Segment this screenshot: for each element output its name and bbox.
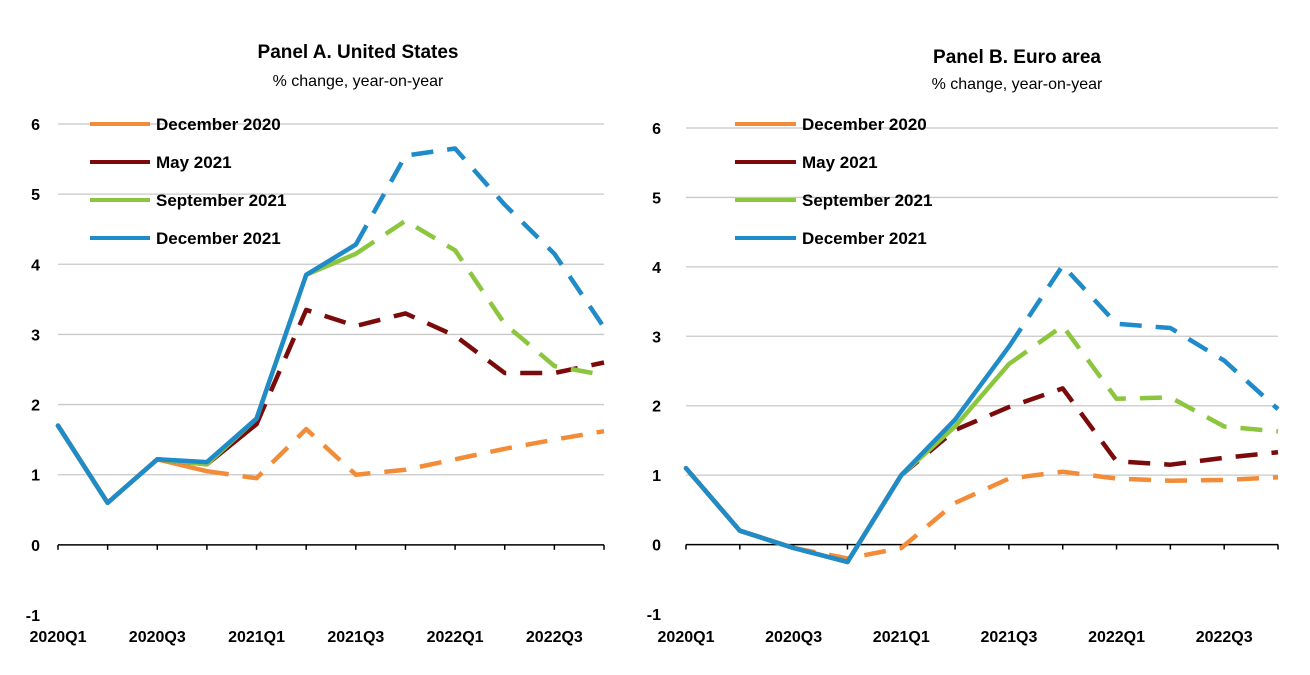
y-tick-label: 2 bbox=[652, 399, 661, 416]
x-tick-label: 2022Q1 bbox=[427, 629, 484, 646]
series-line-september-2021-projection bbox=[354, 218, 605, 378]
panel-title: Panel A. United States bbox=[258, 42, 459, 63]
x-tick-label: 2022Q1 bbox=[1088, 629, 1145, 646]
legend-label-september-2021: September 2021 bbox=[802, 191, 932, 210]
y-tick-label: 1 bbox=[652, 468, 661, 485]
legend-label-may-2021: May 2021 bbox=[802, 153, 878, 172]
series-line-may-2021-projection bbox=[899, 386, 1279, 477]
y-tick-label: 0 bbox=[31, 538, 40, 555]
series-line-december-2021-actual bbox=[683, 344, 1012, 565]
series-line-september-2021-actual bbox=[683, 361, 1012, 565]
series-line-may-2021-actual bbox=[55, 421, 259, 506]
y-tick-label: 6 bbox=[31, 117, 40, 134]
panel-euro-area: Panel B. Euro area % change, year-on-year… bbox=[647, 47, 1280, 646]
panel-title: Panel B. Euro area bbox=[933, 47, 1101, 68]
series-line-may-2021-projection bbox=[254, 307, 605, 426]
x-tick-label: 2020Q1 bbox=[30, 629, 87, 646]
series-line-september-2021-actual bbox=[55, 251, 359, 506]
x-tick-label: 2021Q3 bbox=[980, 629, 1037, 646]
x-tick-label: 2020Q1 bbox=[658, 629, 715, 646]
series-line-december-2021-projection bbox=[1007, 263, 1280, 411]
series-line-december-2020-projection bbox=[793, 469, 1279, 561]
y-tick-label: 4 bbox=[31, 257, 40, 274]
y-tick-label: 4 bbox=[652, 260, 661, 277]
x-tick-label: 2021Q3 bbox=[327, 629, 384, 646]
y-tick-label: 3 bbox=[31, 327, 40, 344]
panel-subtitle: % change, year-on-year bbox=[932, 76, 1103, 93]
y-tick-label: 5 bbox=[31, 187, 40, 204]
y-tick-label: 1 bbox=[31, 468, 40, 485]
legend-label-december-2021: December 2021 bbox=[156, 229, 281, 248]
legend-label-september-2021: September 2021 bbox=[156, 191, 286, 210]
legend-label-december-2021: December 2021 bbox=[802, 229, 927, 248]
y-tick-label: 3 bbox=[652, 329, 661, 346]
series-line-september-2021-projection bbox=[1007, 323, 1279, 434]
x-tick-label: 2021Q1 bbox=[873, 629, 930, 646]
legend-label-december-2020: December 2020 bbox=[802, 115, 927, 134]
series-line-december-2021-projection bbox=[353, 146, 606, 329]
y-tick-label: 6 bbox=[652, 121, 661, 138]
legend-label-december-2020: December 2020 bbox=[156, 115, 281, 134]
y-tick-label: 0 bbox=[652, 538, 661, 555]
x-tick-label: 2020Q3 bbox=[129, 629, 186, 646]
panel-united-states: Panel A. United States % change, year-on-… bbox=[26, 42, 606, 646]
x-tick-label: 2020Q3 bbox=[765, 629, 822, 646]
y-tick-label: -1 bbox=[647, 607, 661, 624]
y-tick-label: -1 bbox=[26, 608, 40, 625]
x-tick-label: 2022Q3 bbox=[526, 629, 583, 646]
panel-subtitle: % change, year-on-year bbox=[273, 73, 444, 90]
series-line-december-2020-projection bbox=[206, 426, 605, 481]
y-tick-label: 5 bbox=[652, 190, 661, 207]
x-tick-label: 2021Q1 bbox=[228, 629, 285, 646]
y-tick-label: 2 bbox=[31, 398, 40, 415]
x-tick-label: 2022Q3 bbox=[1196, 629, 1253, 646]
series-line-december-2021-actual bbox=[55, 242, 359, 506]
series-line-december-2020-actual bbox=[683, 465, 796, 551]
legend-label-may-2021: May 2021 bbox=[156, 153, 232, 172]
